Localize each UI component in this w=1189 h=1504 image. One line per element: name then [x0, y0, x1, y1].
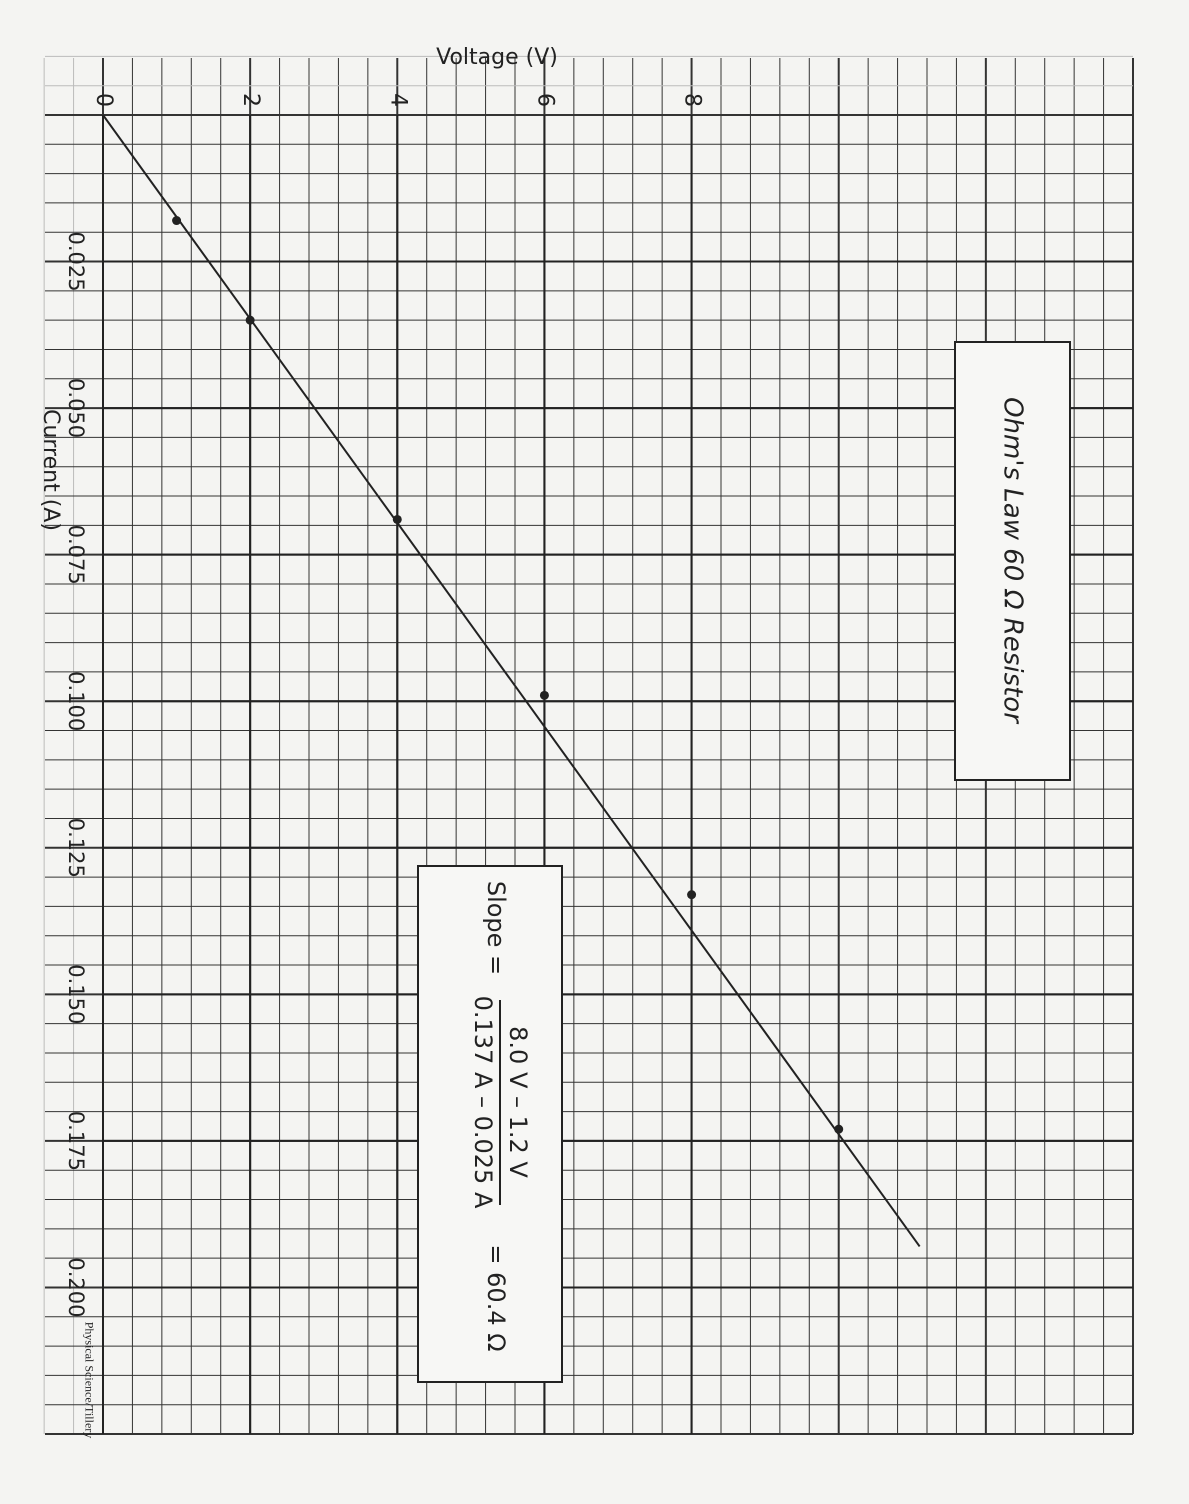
y-tick-label: 0.175: [64, 1111, 88, 1171]
annotation: Ohm's Law 60 Ω Resistor: [998, 397, 1028, 725]
y-tick-label: 0.050: [64, 378, 88, 438]
data-point: [172, 216, 182, 226]
graph-paper: [43, 55, 1134, 1435]
slope-box: [417, 865, 563, 1383]
y-tick-label: 0.075: [64, 525, 88, 585]
title-box: [954, 341, 1071, 781]
data-point: [539, 690, 549, 700]
x-tick-label: 8: [680, 93, 705, 107]
annotation: Slope =: [482, 881, 510, 975]
data-point: [834, 1124, 844, 1134]
y-tick-label: 0.100: [64, 671, 88, 731]
x-tick-label: 4: [385, 93, 410, 107]
x-tick-label: 2: [238, 93, 263, 107]
x-tick-label: 6: [532, 93, 557, 107]
y-tick-label: 0.200: [64, 1257, 88, 1317]
data-point: [687, 890, 697, 900]
y-tick-label: 0.150: [64, 964, 88, 1024]
data-point: [392, 514, 402, 524]
credit: Physical Science/Tillery: [82, 1322, 96, 1439]
annotation: 8.0 V – 1.2 V: [504, 1026, 532, 1178]
annotation: = 60.4 Ω: [482, 1244, 510, 1351]
annotation: 0.137 A – 0.025 A: [469, 996, 497, 1209]
y-tick-label: 0.025: [64, 231, 88, 291]
data-point: [245, 315, 255, 325]
y-tick-label: 0.125: [64, 818, 88, 878]
x-tick-label: 0: [91, 93, 116, 107]
fit-line: [102, 114, 921, 1247]
x-axis-label: Voltage (V): [436, 45, 558, 70]
y-axis-label: Current (A): [38, 409, 63, 531]
